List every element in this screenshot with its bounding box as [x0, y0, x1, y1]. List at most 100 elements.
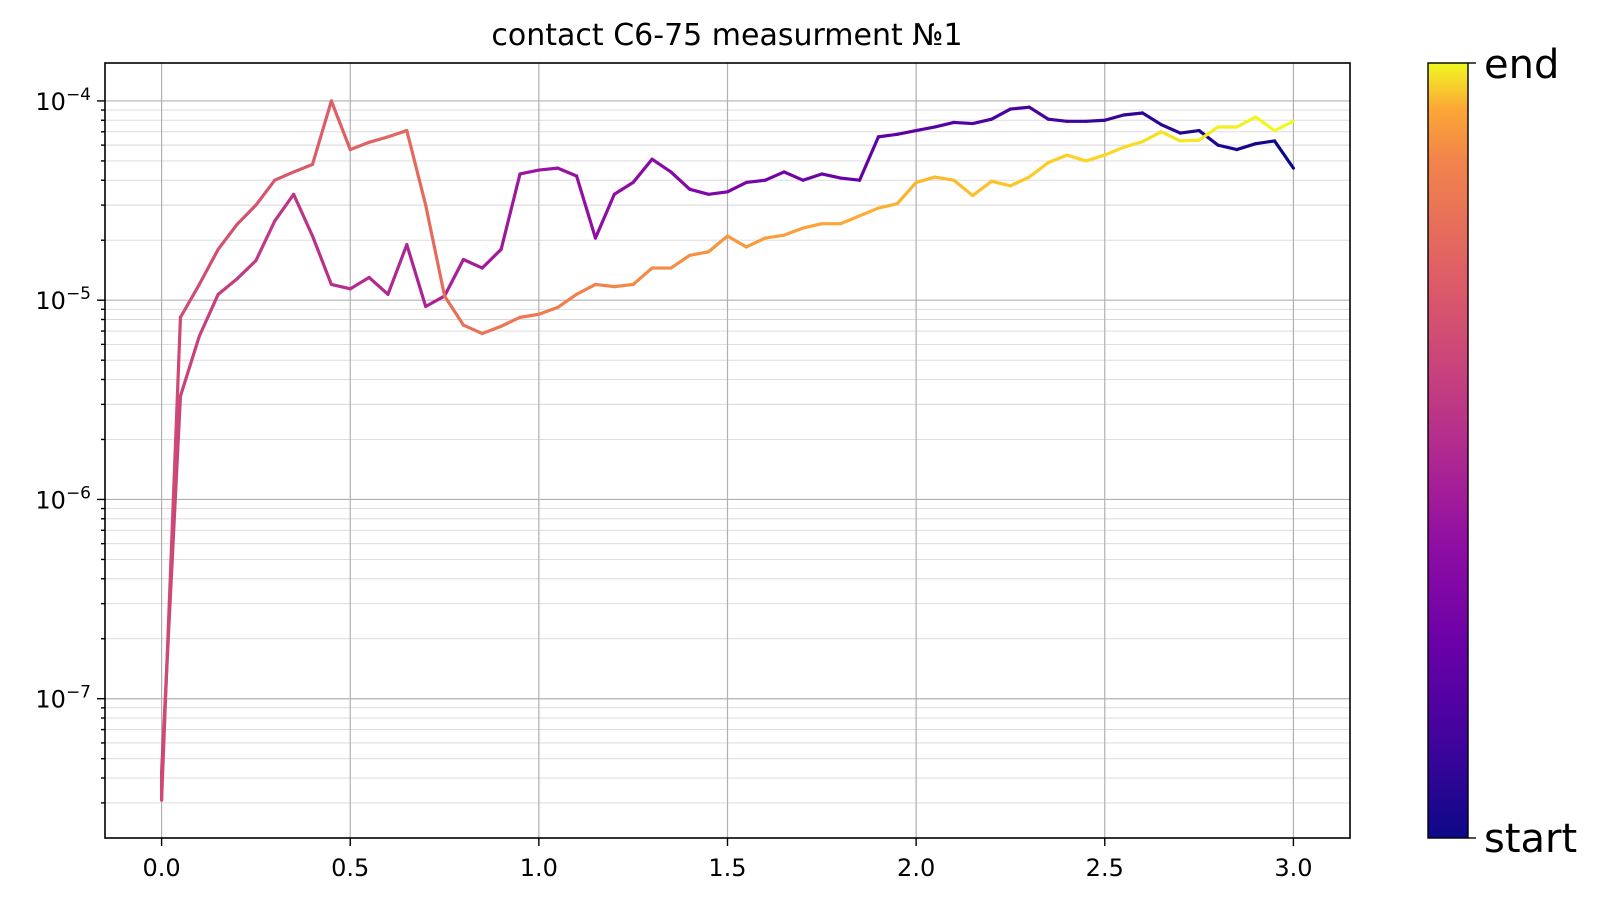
line-segment — [216, 222, 239, 251]
y-tick-label: 10−7 — [35, 683, 91, 714]
x-tick-label: 2.5 — [1086, 854, 1124, 882]
line-segment — [1103, 113, 1126, 122]
line-segment — [650, 157, 673, 174]
y-tick-label: 10−5 — [35, 284, 91, 315]
line-segment — [895, 180, 918, 206]
line-segment — [574, 282, 598, 296]
line-segment — [480, 324, 503, 336]
line-segment — [1046, 153, 1069, 165]
colorbar — [1427, 62, 1469, 839]
line-segment — [1197, 128, 1220, 147]
line-segment — [725, 234, 748, 249]
line-segment — [159, 315, 183, 802]
line-segment — [216, 277, 239, 296]
line-segment — [839, 176, 862, 182]
line-segment — [537, 166, 560, 172]
line-segment — [1027, 105, 1050, 121]
line-segment — [574, 174, 598, 240]
line-segment — [254, 178, 277, 207]
line-segment — [367, 135, 390, 144]
line-segment — [367, 275, 390, 296]
line-segment — [1122, 111, 1145, 117]
line-segment — [1122, 140, 1145, 149]
x-tick-label: 3.0 — [1274, 854, 1312, 882]
line-segment — [556, 292, 579, 310]
line-segment — [1272, 119, 1296, 133]
line-segment — [442, 257, 466, 298]
line-segment — [178, 282, 201, 319]
line-segment — [688, 187, 711, 196]
chart-title: contact C6-75 measurment №1 — [491, 18, 962, 53]
line-segment — [1178, 138, 1201, 143]
line-segment — [348, 275, 371, 291]
line-segment — [952, 178, 975, 198]
line-segment — [820, 172, 843, 180]
line-segment — [744, 178, 767, 185]
line-segment — [839, 214, 862, 226]
line-segment — [499, 172, 522, 251]
line-segment — [801, 222, 824, 230]
line-segment — [669, 170, 692, 191]
line-segment — [669, 253, 692, 270]
line-segment — [707, 190, 730, 196]
line-segment — [1008, 105, 1031, 111]
line-segment — [1235, 115, 1258, 129]
line-segment — [424, 203, 447, 298]
line-segment — [461, 257, 484, 270]
x-tick-label: 1.0 — [520, 854, 558, 882]
line-segment — [725, 180, 748, 194]
colorbar-label-start: start — [1484, 816, 1577, 862]
line-segment — [763, 170, 786, 182]
line-segment — [914, 175, 937, 185]
line-segment — [1216, 143, 1239, 152]
line-segment — [235, 203, 258, 227]
line-segment — [593, 282, 616, 289]
line-segment — [310, 99, 333, 167]
line-segment — [254, 219, 277, 263]
line-segment — [1254, 115, 1277, 133]
line-segment — [688, 250, 711, 257]
line-segment — [989, 179, 1013, 188]
line-segment — [952, 120, 975, 126]
line-segment — [876, 132, 899, 139]
line-segment — [989, 107, 1013, 121]
line-segment — [895, 128, 918, 136]
line-segment — [1235, 142, 1258, 152]
line-segment — [1159, 130, 1182, 143]
line-segment — [499, 315, 522, 328]
line-segment — [914, 125, 937, 133]
line-segment — [1103, 145, 1126, 157]
line-segment — [1140, 111, 1163, 127]
line-segment — [612, 180, 635, 196]
line-segment — [310, 234, 333, 287]
line-segment — [537, 305, 560, 316]
line-segment — [292, 162, 315, 174]
line-segment — [348, 140, 371, 152]
line-segment — [329, 99, 352, 152]
line-segment — [933, 175, 956, 182]
line-segment — [933, 120, 956, 129]
line-segment — [442, 294, 466, 327]
line-segment — [857, 135, 881, 182]
line-segment — [197, 292, 220, 338]
line-segment — [1254, 139, 1277, 146]
axis-tick-labels: 10−7 10−6 10−5 10−4 0.0 0.5 1.0 1.5 2.0 2.5 3.0 — [35, 85, 1312, 882]
line-segment — [782, 226, 805, 237]
colorbar-label-end: end — [1484, 42, 1559, 88]
series-group — [159, 99, 1296, 802]
line-segment — [1272, 139, 1296, 170]
line-segment — [235, 259, 258, 281]
line-segment — [329, 282, 352, 291]
line-segment — [1008, 175, 1031, 188]
line-segment — [1178, 128, 1201, 135]
line-segment — [1027, 161, 1050, 179]
y-tick-label: 10−6 — [35, 483, 91, 514]
x-tick-label: 2.0 — [897, 854, 935, 882]
x-tick-label: 0.5 — [331, 854, 369, 882]
axis-ticks — [97, 100, 1295, 846]
line-segment — [1197, 125, 1220, 142]
line-segment — [292, 192, 315, 238]
line-segment — [1046, 117, 1069, 123]
line-segment — [273, 170, 296, 182]
